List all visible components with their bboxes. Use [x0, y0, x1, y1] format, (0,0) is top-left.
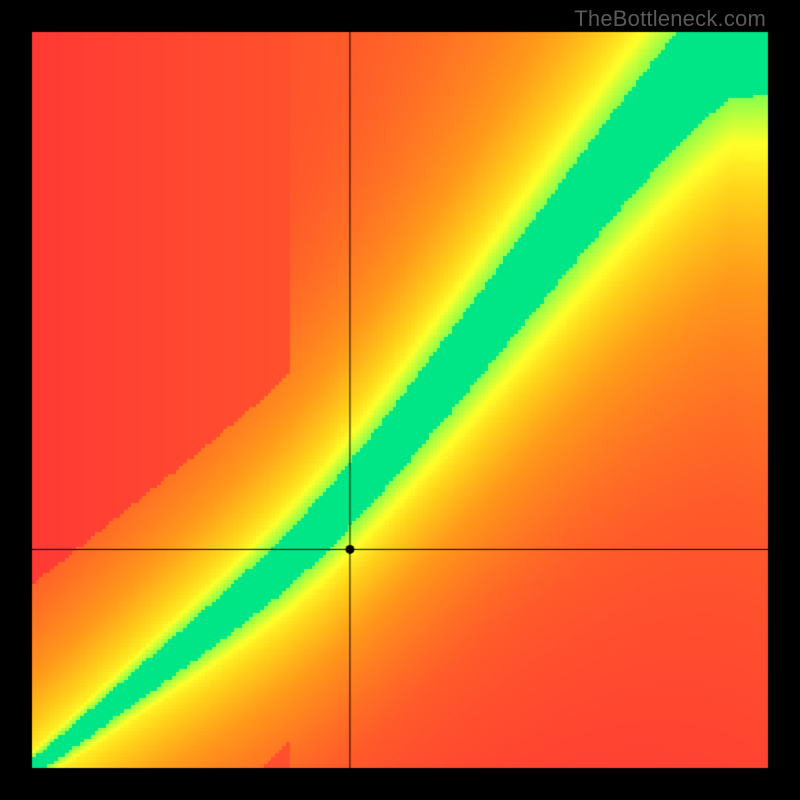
- bottleneck-heatmap: [0, 0, 800, 800]
- watermark-text: TheBottleneck.com: [574, 6, 766, 32]
